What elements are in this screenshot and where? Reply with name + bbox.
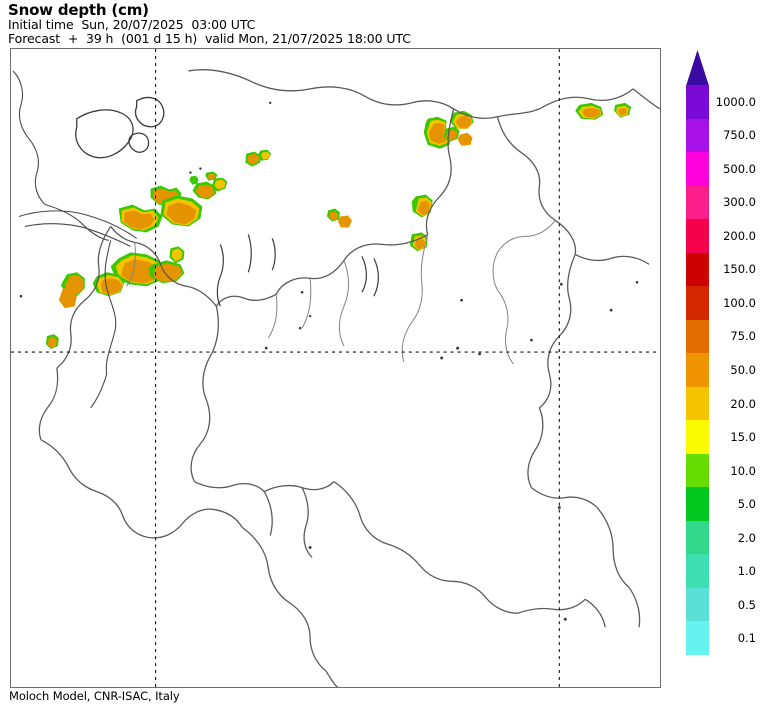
colorbar-tick-50.0: 50.0 (730, 363, 756, 377)
page-title: Snow depth (cm) (8, 1, 149, 19)
colorbar-tick-2.0: 2.0 (737, 530, 756, 545)
colorbar-band-1000.0 (686, 85, 709, 119)
colorbar-band-0.1 (686, 621, 709, 655)
colorbar-tick-0.5: 0.5 (737, 597, 756, 612)
colorbar-band-10.0 (686, 453, 709, 488)
colorbar-band-20.0 (686, 386, 709, 421)
colorbar-tick-15.0: 15.0 (730, 430, 756, 445)
colorbar-band-75.0 (686, 319, 709, 354)
colorbar-band-200.0 (686, 219, 709, 253)
colorbar-tick-75.0: 75.0 (730, 329, 756, 344)
colorbar-band-150.0 (686, 252, 709, 287)
colorbar-tick-1.0: 1.0 (737, 564, 756, 579)
colorbar-band-15.0 (686, 420, 709, 454)
colorbar-band-0.5 (686, 587, 709, 622)
initial-time-label: Initial time Sun, 20/07/2025 03:00 UTC (8, 17, 256, 32)
map-header: Snow depth (cm) Initial time Sun, 20/07/… (8, 2, 628, 46)
map-plot-area[interactable] (10, 48, 661, 688)
colorbar-tick-1000.0: 1000.0 (715, 94, 756, 109)
colorbar-band-300.0 (686, 185, 709, 220)
model-credit: Moloch Model, CNR-ISAC, Italy (9, 689, 180, 703)
map-coastlines (12, 70, 165, 409)
colorbar-over-arrow (686, 50, 709, 86)
colorbar-band-1.0 (686, 554, 709, 588)
colorbar[interactable] (686, 85, 709, 655)
map-graphic (11, 49, 660, 687)
colorbar-band-5.0 (686, 487, 709, 521)
colorbar-tick-500.0: 500.0 (723, 161, 756, 176)
colorbar-tick-100.0: 100.0 (723, 295, 756, 310)
colorbar-tick-200.0: 200.0 (723, 228, 756, 243)
snow-depth-field (45, 102, 632, 350)
colorbar-tick-5.0: 5.0 (737, 497, 756, 512)
colorbar-band-100.0 (686, 286, 709, 320)
colorbar-tick-10.0: 10.0 (730, 463, 756, 478)
colorbar-tick-750.0: 750.0 (723, 128, 756, 143)
colorbar-tick-300.0: 300.0 (723, 195, 756, 210)
colorbar-tick-0.1: 0.1 (737, 631, 756, 646)
forecast-valid-label: Forecast + 39 h (001 d 15 h) valid Mon, … (8, 31, 411, 46)
colorbar-band-50.0 (686, 353, 709, 387)
colorbar-band-750.0 (686, 118, 709, 153)
map-station-dots (19, 101, 639, 621)
colorbar-tick-20.0: 20.0 (730, 396, 756, 411)
colorbar-labels: 0.1 0.5 1.0 2.0 5.0 10.0 15.0 20.0 50.0 75.0 100.0… (690, 50, 756, 670)
map-regional-boundaries (126, 220, 556, 365)
map-national-borders (38, 69, 660, 687)
colorbar-band-2.0 (686, 520, 709, 555)
colorbar-tick-150.0: 150.0 (723, 262, 756, 277)
colorbar-band-500.0 (686, 152, 709, 186)
map-gridlines (11, 49, 660, 687)
